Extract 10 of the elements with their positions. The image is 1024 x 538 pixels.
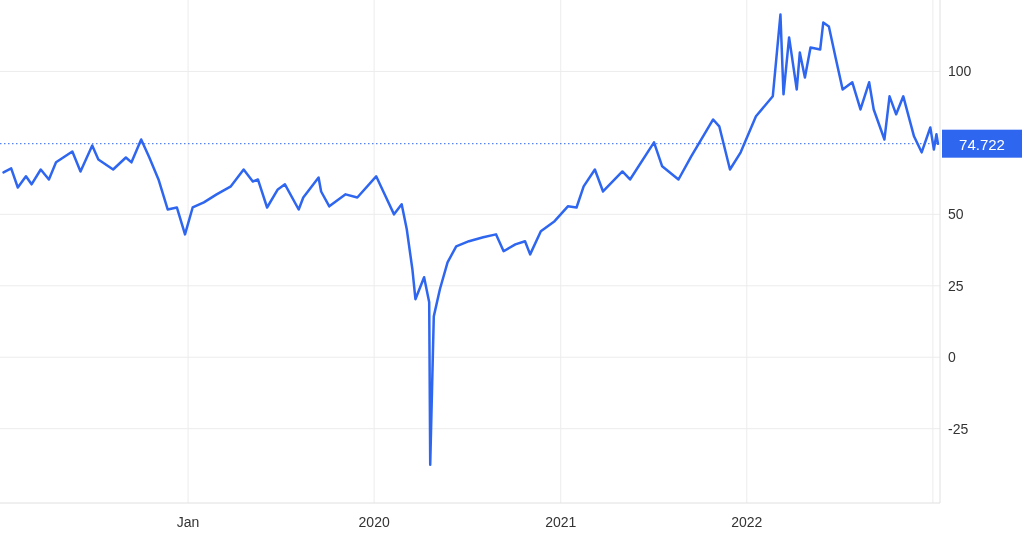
- x-tick-label: 2022: [731, 514, 763, 530]
- x-tick-label: Jan: [176, 514, 200, 530]
- x-tick-label: 2020: [358, 514, 390, 530]
- y-tick-label: 25: [948, 277, 964, 294]
- x-tick-label: 2021: [545, 514, 577, 530]
- y-tick-label: 0: [948, 349, 956, 366]
- ref-line-label: 74.722: [959, 135, 1005, 153]
- y-tick-label: -25: [948, 420, 969, 437]
- y-tick-label: 100: [948, 63, 972, 80]
- y-tick-label: 50: [948, 206, 964, 223]
